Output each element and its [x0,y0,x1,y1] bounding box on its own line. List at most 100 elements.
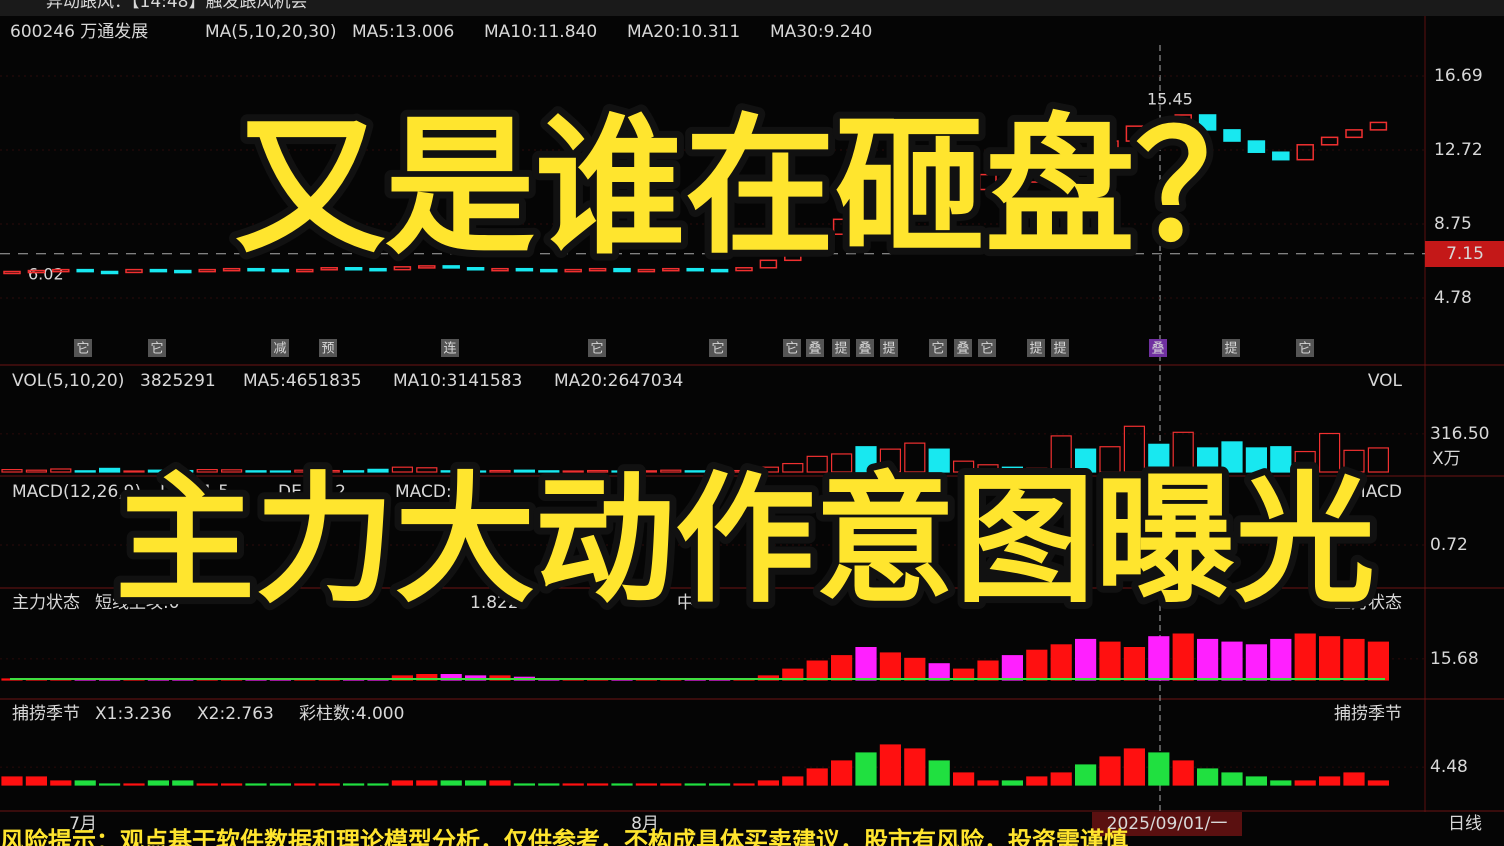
panel-label: MA30:9.240 [770,22,872,42]
bar [782,462,804,473]
bar [1367,641,1390,681]
bar [733,469,755,473]
unit-label: X万 [1432,449,1461,469]
bar [172,469,194,473]
bar [98,783,121,786]
bar [1148,636,1170,681]
bar [1099,756,1121,786]
panel-label: 捕捞季节 [12,704,80,724]
panel-label: X1:3.236 [95,704,172,724]
bar [1270,446,1292,473]
signal-box [1051,339,1069,357]
bar [611,470,633,473]
bar [440,780,462,786]
bar [1172,760,1194,786]
panel-label: MA10:11.840 [484,22,597,42]
cursor-date-box [1092,812,1242,836]
panel-label: MACD(12,26,9) [12,482,141,502]
signal-label: 它 [711,341,724,357]
panel-name: MACD [1351,482,1402,502]
last-price-label: 7.15 [1446,244,1484,264]
panel-name: 主力状态 [1334,593,1402,613]
panel-label: 主力状态 [12,593,80,613]
panel-label: DIFF:1.5 [160,482,229,502]
bar [25,469,47,473]
bar [538,783,560,786]
bar [269,470,291,473]
bar [1050,772,1072,786]
signal-label: 提 [1224,341,1237,357]
candle [1003,173,1022,183]
signal-box [319,339,337,357]
bar [50,780,72,786]
y-tick-label: 4.78 [1434,288,1472,308]
candle [1150,125,1168,135]
candle [466,267,485,271]
candle [735,267,753,272]
signal-box [880,339,898,357]
signal-box [1149,339,1167,357]
bar [1074,764,1097,786]
panel-label: 中 [677,593,694,613]
bar [1026,649,1048,681]
bar [1196,447,1219,473]
bar [391,466,413,473]
window-title: 异动跟风：【14:48】触发跟风机会 [46,0,308,12]
bar [1123,425,1146,473]
candle [344,267,363,271]
candle [979,173,997,191]
candle [1223,129,1241,142]
candle [3,270,21,275]
bar [1270,638,1292,681]
bar [343,783,365,786]
bar [1294,780,1316,786]
bar [1074,638,1097,681]
bar [367,468,389,473]
candle [27,269,46,274]
signal-label: 它 [150,341,163,357]
bar [25,776,47,786]
bar [1343,638,1365,681]
panel-label: DEA:1.2 [278,482,346,502]
signal-label: 它 [980,341,993,357]
candle [881,209,900,228]
panel-label: MA5:4651835 [243,371,362,391]
candle [100,270,119,275]
candle [1076,155,1095,165]
bar [1001,466,1024,473]
bar [1099,446,1121,473]
signal-box [832,339,850,357]
bar [1,468,23,473]
bar [1172,633,1194,681]
bar [1148,752,1170,786]
candle [515,267,534,272]
bar [123,470,145,473]
overlay-subtitle: 主力大动作意图曝光 [115,460,1375,623]
signal-box [74,339,92,357]
panel-label: 1.822 [470,593,519,613]
panel-label: 600246 万通发展 [10,22,148,42]
bar [806,768,828,786]
bar [904,657,926,681]
signal-label: 预 [321,342,334,357]
candle [1320,136,1339,146]
candle [418,265,436,269]
bar [757,780,780,786]
bar [1026,776,1048,786]
bar [489,469,511,473]
bar [660,783,682,786]
bar [513,469,536,473]
bar [586,783,609,786]
bar [1196,638,1219,681]
signal-box [954,339,972,357]
bar [635,470,658,473]
bar [757,466,780,473]
candle [296,268,314,273]
bar [1318,636,1341,681]
panel-label: MA5:13.006 [352,22,454,42]
bar [1318,432,1341,473]
panel-label: MA(5,10,20,30) [205,22,336,42]
candle [393,266,412,271]
bar [708,783,731,786]
bar [1001,780,1024,786]
